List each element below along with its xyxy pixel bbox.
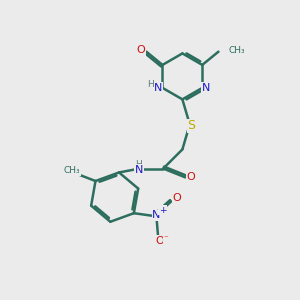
Text: O: O (155, 236, 164, 246)
Text: CH₃: CH₃ (229, 46, 245, 55)
Text: N: N (202, 83, 210, 93)
Text: +: + (159, 206, 166, 215)
Text: N: N (154, 83, 162, 93)
Text: N: N (152, 210, 161, 220)
Text: S: S (187, 119, 195, 132)
Text: ⁻: ⁻ (164, 235, 168, 244)
Text: CH₃: CH₃ (64, 166, 80, 175)
Text: H: H (147, 80, 154, 89)
Text: O: O (187, 172, 196, 182)
Text: O: O (136, 45, 146, 55)
Text: H: H (135, 160, 142, 169)
Text: O: O (172, 194, 181, 203)
Text: N: N (135, 165, 143, 175)
